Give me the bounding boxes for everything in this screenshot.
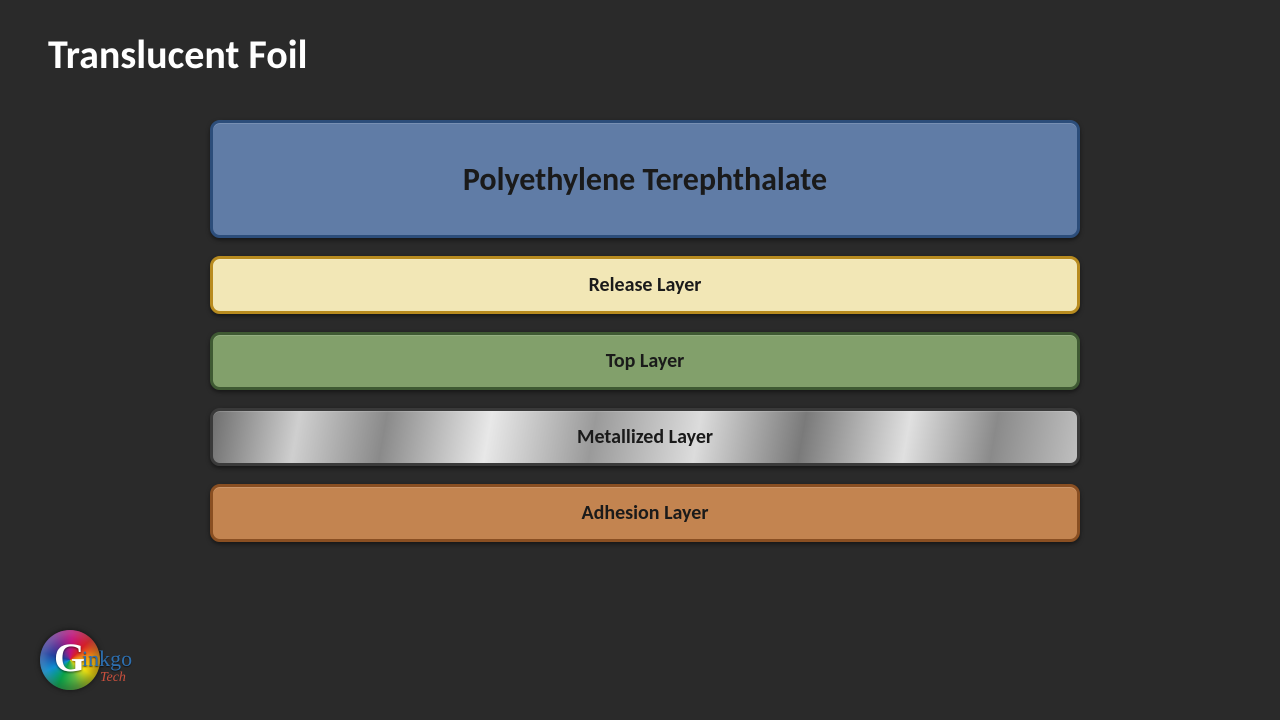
layer-label: Adhesion Layer [582,501,709,525]
logo-wordmark: inkgo [82,646,132,672]
layer-label: Top Layer [606,349,685,373]
layer-release: Release Layer [210,256,1080,314]
logo-initial: G [54,638,85,678]
logo-subscript: Tech [100,670,126,686]
layer-stack: Polyethylene Terephthalate Release Layer… [210,120,1080,560]
layer-metallized: Metallized Layer [210,408,1080,466]
layer-label: Release Layer [589,273,702,297]
layer-pet: Polyethylene Terephthalate [210,120,1080,238]
slide-title: Translucent Foil [48,30,307,79]
layer-adhesion: Adhesion Layer [210,484,1080,542]
layer-top: Top Layer [210,332,1080,390]
layer-label: Polyethylene Terephthalate [463,160,827,199]
brand-logo: G inkgo Tech [40,628,150,698]
layer-label: Metallized Layer [577,425,713,449]
